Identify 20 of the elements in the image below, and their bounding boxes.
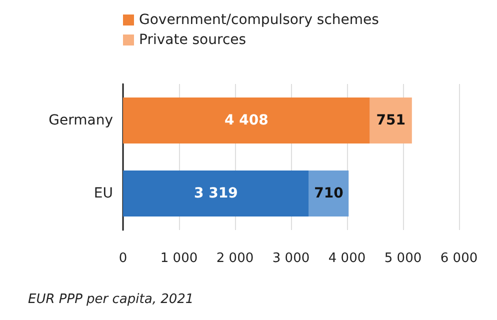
x-tick-label: 0 [118, 251, 128, 266]
data-label: 710 [314, 186, 344, 202]
x-tick-label: 3 000 [272, 251, 310, 266]
x-tick-label: 6 000 [440, 251, 478, 266]
data-label: 751 [376, 112, 406, 128]
data-label: 3 319 [194, 186, 238, 202]
legend-label: Government/compulsory schemes [139, 12, 379, 28]
bar [123, 98, 370, 144]
bar [370, 98, 412, 144]
x-tick-label: 2 000 [216, 251, 254, 266]
data-label: 4 408 [224, 112, 268, 128]
y-tick-label: EU [94, 186, 113, 202]
y-tick-label: Germany [48, 112, 113, 128]
x-tick-label: 5 000 [384, 251, 422, 266]
legend-label: Private sources [139, 32, 246, 48]
bar [123, 170, 309, 216]
bar [308, 170, 349, 216]
x-tick-label: 4 000 [328, 251, 366, 266]
text: EUR PPP per capita, 2021 [28, 292, 194, 307]
x-tick-label: 1 000 [160, 251, 198, 266]
